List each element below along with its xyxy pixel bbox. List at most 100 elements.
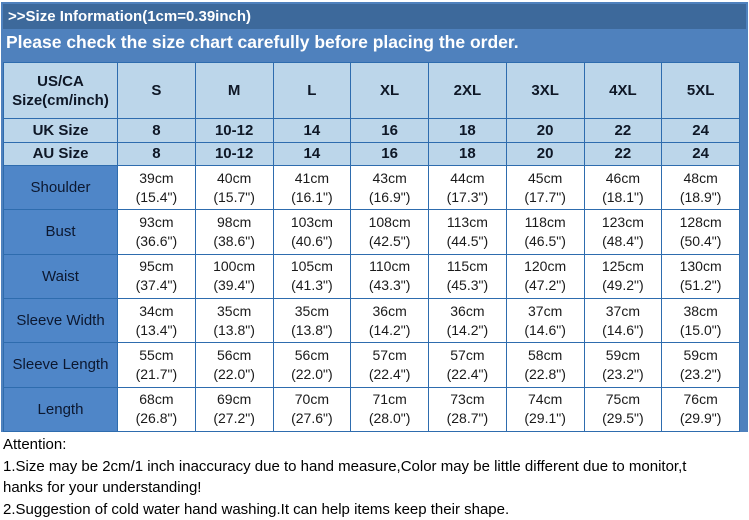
- inch-value: (13.8"): [213, 321, 255, 338]
- cm-value: 57cm: [450, 346, 485, 363]
- measurement-cell: 35cm (13.8"): [272, 297, 352, 344]
- inch-value: (43.3"): [368, 277, 411, 294]
- au-size-row-value: 20: [505, 141, 585, 166]
- measurement-cell: 57cm (22.4"): [350, 342, 429, 388]
- inch-value: (27.6"): [291, 410, 333, 427]
- measurement-cell: 44cm (17.3"): [428, 164, 507, 211]
- inch-value: (22.4"): [368, 365, 411, 382]
- cm-value: 48cm: [683, 169, 718, 186]
- cm-value: 45cm: [528, 169, 563, 186]
- size-table: US/CA Size(cm/inch) S M L XL 2XL 3XL 4XL 5XL UK Si…: [3, 61, 740, 433]
- measurement-cell: 105cm (41.3"): [272, 253, 352, 299]
- measurement-row: Sleeve Width 34cm (13.4") 35cm (13.8") 35cm (1…: [3, 297, 740, 344]
- inch-value: (17.7"): [524, 188, 566, 205]
- measurement-cell: 58cm (22.8"): [505, 342, 585, 388]
- inch-value: (27.2"): [213, 410, 255, 427]
- measurement-row: Length 68cm (26.8") 69cm (27.2") 70cm (27.6") 7…: [3, 386, 740, 433]
- measurement-label: Sleeve Width: [3, 297, 118, 344]
- measurement-cell: 36cm (14.2"): [428, 297, 507, 344]
- inch-value: (21.7"): [135, 365, 178, 382]
- measurement-cell: 115cm (45.3"): [428, 253, 507, 299]
- inch-value: (42.5"): [368, 232, 411, 249]
- measurement-cell: 74cm (29.1"): [505, 386, 585, 433]
- size-col-header: M: [194, 61, 274, 120]
- attention-line-1: 1.Size may be 2cm/1 inch inaccuracy due …: [3, 457, 687, 475]
- cm-value: 55cm: [139, 346, 174, 363]
- inch-value: (28.0"): [368, 410, 411, 427]
- inch-value: (39.4"): [213, 277, 255, 294]
- uk-size-row-value: 20: [505, 118, 585, 143]
- inch-value: (15.0"): [679, 321, 722, 338]
- size-col-header: 2XL: [428, 61, 507, 120]
- uk-size-row-value: 24: [661, 118, 740, 143]
- size-col-header: 3XL: [505, 61, 585, 120]
- inch-value: (23.2"): [602, 365, 644, 382]
- inch-value: (40.6"): [291, 232, 333, 249]
- uk-size-row: UK Size 8 10-12 14 16 18 20 22 24: [3, 118, 740, 143]
- au-size-row-value: 14: [272, 141, 352, 166]
- cm-value: 130cm: [679, 258, 722, 275]
- cm-value: 41cm: [294, 169, 329, 186]
- measurement-cell: 125cm (49.2"): [583, 253, 663, 299]
- cm-value: 68cm: [139, 391, 174, 408]
- measurement-label: Length: [3, 386, 118, 433]
- size-col-header: XL: [350, 61, 429, 120]
- inch-value: (37.4"): [135, 277, 178, 294]
- measurement-cell: 46cm (18.1"): [583, 164, 663, 211]
- cm-value: 76cm: [683, 391, 718, 408]
- inch-value: (15.7"): [213, 188, 255, 205]
- attention-line-2: hanks for your understanding!: [3, 479, 202, 496]
- size-header-row: US/CA Size(cm/inch) S M L XL 2XL 3XL 4XL 5XL: [3, 61, 740, 120]
- cm-value: 98cm: [217, 213, 252, 230]
- uk-size-row-value: 10-12: [194, 118, 274, 143]
- cm-value: 93cm: [139, 213, 174, 230]
- measurement-cell: 75cm (29.5"): [583, 386, 663, 433]
- inch-value: (14.2"): [446, 321, 489, 338]
- measurement-cell: 34cm (13.4"): [117, 297, 196, 344]
- inch-value: (14.6"): [524, 321, 566, 338]
- size-information-title: >>Size Information(1cm=0.39inch): [3, 4, 746, 29]
- measurement-cell: 35cm (13.8"): [194, 297, 274, 344]
- measurement-cell: 56cm (22.0"): [272, 342, 352, 388]
- uk-size-row-value: 18: [428, 118, 507, 143]
- cm-value: 123cm: [601, 213, 644, 230]
- cm-value: 103cm: [290, 213, 333, 230]
- cm-value: 35cm: [294, 302, 329, 319]
- cm-value: 46cm: [605, 169, 640, 186]
- cm-value: 125cm: [601, 258, 644, 275]
- measurement-cell: 39cm (15.4"): [117, 164, 196, 211]
- cm-value: 118cm: [524, 213, 566, 230]
- inch-value: (41.3"): [291, 277, 333, 294]
- inch-value: (26.8"): [135, 410, 178, 427]
- measurement-row: Sleeve Length 55cm (21.7") 56cm (22.0") 56cm (…: [3, 342, 740, 388]
- inch-value: (45.3"): [446, 277, 489, 294]
- cm-value: 39cm: [139, 169, 174, 186]
- inch-value: (36.6"): [135, 232, 178, 249]
- measurement-cell: 93cm (36.6"): [117, 209, 196, 255]
- inch-value: (15.4"): [135, 188, 178, 205]
- size-table-frame: US/CA Size(cm/inch) S M L XL 2XL 3XL 4XL 5XL UK Si…: [1, 61, 748, 433]
- inch-value: (28.7"): [446, 410, 489, 427]
- measurement-cell: 130cm (51.2"): [661, 253, 740, 299]
- measurement-label: Waist: [3, 253, 118, 299]
- measurement-cell: 98cm (38.6"): [194, 209, 274, 255]
- measurement-cell: 108cm (42.5"): [350, 209, 429, 255]
- measurement-cell: 68cm (26.8"): [117, 386, 196, 433]
- inch-value: (48.4"): [602, 232, 644, 249]
- measurement-cell: 56cm (22.0"): [194, 342, 274, 388]
- measurement-cell: 103cm (40.6"): [272, 209, 352, 255]
- cm-value: 110cm: [369, 258, 411, 275]
- measurement-cell: 36cm (14.2"): [350, 297, 429, 344]
- cm-value: 40cm: [217, 169, 252, 186]
- measurement-cell: 73cm (28.7"): [428, 386, 507, 433]
- cm-value: 37cm: [605, 302, 640, 319]
- cm-value: 73cm: [450, 391, 485, 408]
- cm-value: 70cm: [294, 391, 329, 408]
- cm-value: 35cm: [217, 302, 252, 319]
- inch-value: (18.9"): [679, 188, 722, 205]
- inch-value: (17.3"): [446, 188, 489, 205]
- size-col-header: 5XL: [661, 61, 740, 120]
- inch-value: (29.1"): [524, 410, 566, 427]
- cm-value: 36cm: [450, 302, 485, 319]
